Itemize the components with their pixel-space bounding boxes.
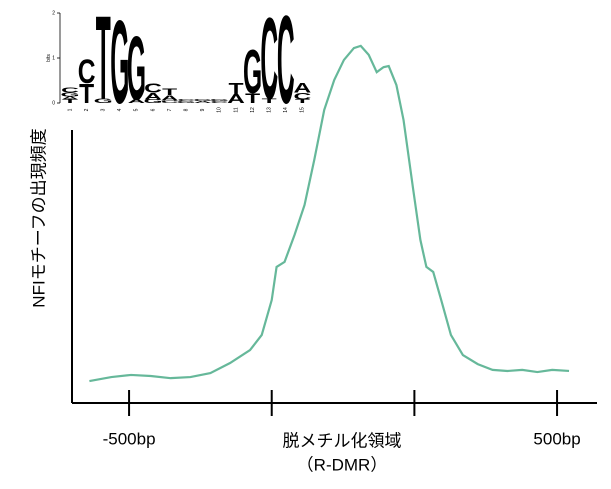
logo-position: 11 — [233, 107, 239, 112]
logo-y-label: bits — [46, 54, 52, 62]
logo-letter: G — [127, 19, 146, 120]
logo-letter: T — [262, 97, 277, 104]
logo-letter: C — [78, 53, 96, 91]
logo-letter: C — [260, 0, 278, 123]
logo-letter: T — [245, 91, 260, 106]
logo-letter: G — [60, 92, 79, 98]
logo-letter: A — [161, 94, 179, 102]
logo-position: 15 — [300, 107, 306, 113]
x-axis-label: （R-DMR） — [297, 455, 388, 474]
logo-letter: C — [294, 91, 312, 102]
logo-letter: C — [161, 100, 179, 104]
y-axis-label: NFIモチーフの出現頻度 — [29, 128, 48, 307]
logo-letter: A — [227, 92, 245, 106]
logo-position: 2 — [84, 108, 90, 111]
logo-position: 5 — [134, 108, 140, 111]
logo-y-tick-label: 0 — [52, 100, 55, 106]
logo-position: 4 — [117, 108, 123, 111]
logo-letter: G — [177, 100, 196, 104]
logo-letter: T — [228, 80, 244, 97]
x-tick-label: -500bp — [103, 429, 156, 448]
logo-letter: G — [110, 0, 129, 129]
logo-letter: G — [210, 98, 229, 102]
logo-letter: T — [62, 98, 77, 104]
logo-letter: T — [79, 77, 94, 109]
logo-position: 13 — [267, 107, 273, 113]
logo-letter: C — [61, 86, 79, 94]
logo-position: 7 — [167, 108, 173, 111]
logo-position: 1 — [67, 108, 73, 111]
logo-letter: T — [162, 87, 178, 97]
logo-position: 14 — [283, 107, 289, 113]
logo-letter: T — [295, 98, 310, 104]
logo-position: 9 — [200, 108, 206, 111]
x-tick-label: 500bp — [533, 429, 580, 448]
logo-position: 10 — [217, 107, 223, 113]
logo-letter: A — [61, 95, 79, 100]
logo-letter: C — [277, 0, 295, 131]
logo-letter: G — [94, 97, 113, 104]
logo-letter: A — [194, 100, 212, 104]
logo-letter: A — [128, 98, 146, 104]
logo-y-tick-label: 1 — [52, 55, 55, 61]
logo-position: 12 — [250, 107, 256, 113]
data-line — [89, 44, 570, 383]
logo-position: 8 — [184, 108, 190, 111]
logo-position: 3 — [101, 108, 107, 111]
logo-letter: A — [294, 81, 312, 96]
logo-y-tick-label: 2 — [52, 10, 55, 16]
logo-letter: G — [143, 98, 162, 104]
logo-letter: G — [193, 98, 212, 101]
logo-letter: C — [211, 100, 229, 104]
x-axis-label: 脱メチル化領域 — [283, 431, 402, 450]
logo-letter: G — [243, 38, 262, 108]
logo-letter: T — [96, 0, 111, 125]
logo-position: 6 — [150, 108, 156, 111]
logo-letter: C — [144, 82, 162, 96]
logo-letter: A — [144, 91, 162, 102]
logo-letter: C — [177, 98, 195, 101]
